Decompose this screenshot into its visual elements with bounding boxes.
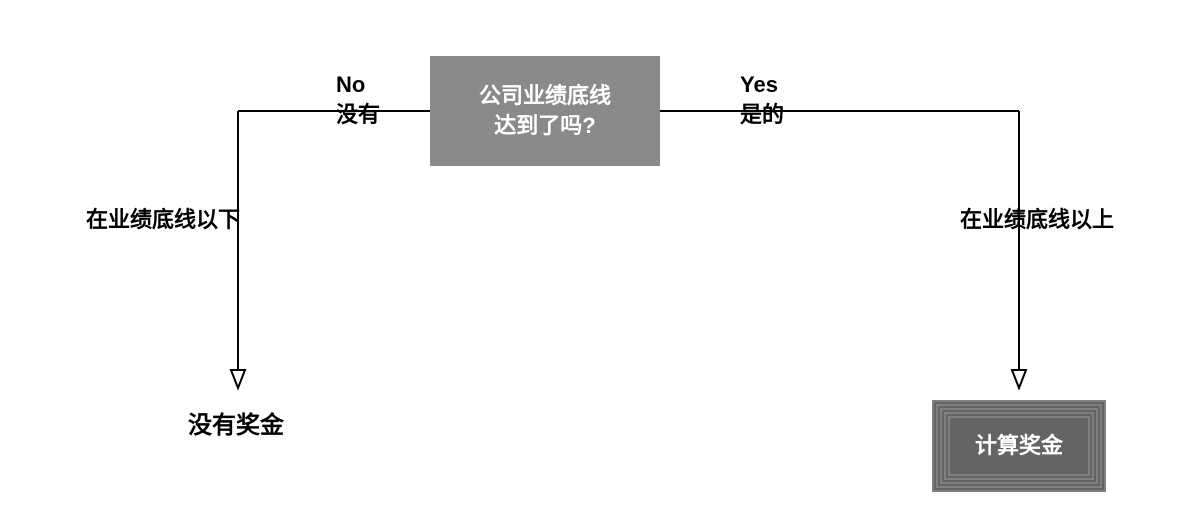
calc-bonus-node-text: 计算奖金 [975, 431, 1063, 461]
flowchart-canvas: 公司业绩底线 达到了吗? No 没有 Yes 是的 在业绩底线以下 在业绩底线以… [0, 0, 1188, 532]
decision-node-text: 公司业绩底线 达到了吗? [479, 81, 611, 140]
no-label-line1: No [336, 70, 365, 100]
calc-bonus-node: 计算奖金 [932, 400, 1106, 492]
decision-node: 公司业绩底线 达到了吗? [430, 56, 660, 166]
below-threshold-label: 在业绩底线以下 [86, 205, 240, 235]
yes-label-line1: Yes [740, 70, 778, 100]
arrowhead-left [231, 370, 245, 388]
no-label-line2: 没有 [336, 100, 380, 130]
above-threshold-label: 在业绩底线以上 [960, 205, 1114, 235]
no-bonus-text: 没有奖金 [188, 410, 284, 442]
arrowhead-right [1012, 370, 1026, 388]
yes-label-line2: 是的 [740, 100, 784, 130]
